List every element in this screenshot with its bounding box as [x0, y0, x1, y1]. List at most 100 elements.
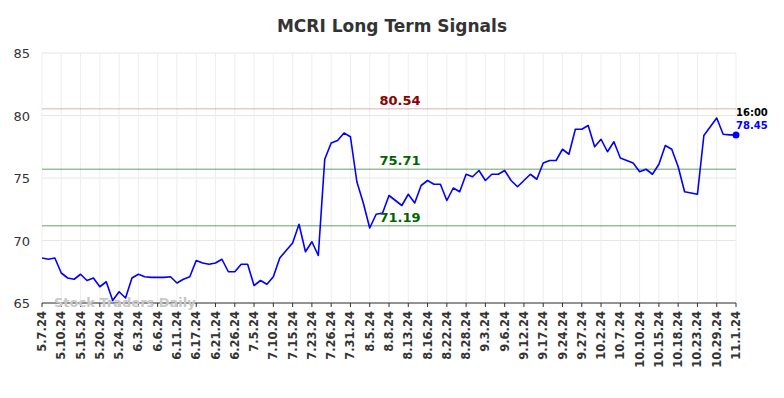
x-tick [234, 303, 235, 307]
grid-line [427, 53, 428, 303]
grid-line [408, 53, 409, 303]
grid-line [157, 53, 158, 303]
grid-line [292, 53, 293, 303]
x-tick-label: 7.5.24 [247, 311, 261, 352]
x-tick-label: 5.15.24 [74, 311, 88, 360]
x-tick [215, 303, 216, 307]
x-tick-label: 5.24.24 [112, 311, 126, 360]
x-tick-label: 10.18.24 [671, 311, 685, 368]
x-tick [427, 303, 428, 307]
x-tick-label: 7.31.24 [343, 311, 357, 360]
signal-label: 75.71 [379, 153, 420, 168]
x-tick-label: 9.12.24 [517, 311, 531, 360]
grid-line [273, 53, 274, 303]
x-tick [485, 303, 486, 307]
x-tick [523, 303, 524, 307]
grid-line [389, 53, 390, 303]
y-tick-label: 75 [13, 171, 30, 186]
x-tick-label: 8.22.24 [440, 311, 454, 360]
x-tick [736, 303, 737, 307]
grid-line [639, 53, 640, 303]
x-tick [581, 303, 582, 307]
x-tick-label: 9.3.24 [478, 311, 492, 352]
y-tick-label: 85 [13, 46, 30, 61]
plot-area [42, 109, 740, 301]
x-tick [504, 303, 505, 307]
grid-line [504, 53, 505, 303]
grid-line [485, 53, 486, 303]
x-tick-label: 7.23.24 [305, 311, 319, 360]
x-tick-label: 5.7.24 [35, 311, 49, 352]
x-tick [543, 303, 544, 307]
grid-line [215, 53, 216, 303]
x-tick [196, 303, 197, 307]
grid-line [138, 53, 139, 303]
x-tick-label: 8.28.24 [459, 311, 473, 360]
x-tick [620, 303, 621, 307]
grid-line [716, 53, 717, 303]
x-tick-label: 5.20.24 [93, 311, 107, 360]
last-value-label: 78.45 [736, 120, 768, 131]
grid-line [736, 53, 737, 303]
x-tick-label: 10.29.24 [710, 311, 724, 368]
price-line [42, 118, 736, 301]
x-tick [466, 303, 467, 307]
title: MCRI Long Term Signals [277, 16, 507, 36]
grid-line [254, 53, 255, 303]
x-tick [658, 303, 659, 307]
grid-line [562, 53, 563, 303]
x-tick-label: 7.26.24 [324, 311, 338, 360]
grid-line [311, 53, 312, 303]
x-tick [639, 303, 640, 307]
grid-line [369, 53, 370, 303]
x-tick [292, 303, 293, 307]
x-tick-label: 9.24.24 [556, 311, 570, 360]
grid-line [99, 53, 100, 303]
x-tick-label: 9.17.24 [536, 311, 550, 360]
x-tick-label: 6.26.24 [228, 311, 242, 360]
x-tick [446, 303, 447, 307]
grid-line [466, 53, 467, 303]
x-tick-label: 10.23.24 [690, 311, 704, 368]
x-tick-label: 10.2.24 [594, 311, 608, 360]
x-tick-label: 10.15.24 [652, 311, 666, 368]
y-tick-label: 65 [13, 296, 30, 311]
chart: MCRI Long Term Signals 65 70 75 80 85 5.7.24 5.… [0, 0, 784, 398]
x-tick-label: 8.13.24 [401, 311, 415, 360]
grid-line [196, 53, 197, 303]
x-tick [350, 303, 351, 307]
grid-line [620, 53, 621, 303]
grid-line [331, 53, 332, 303]
grid-line [658, 53, 659, 303]
grid-line [581, 53, 582, 303]
x-tick-label: 9.6.24 [498, 311, 512, 352]
last-point [733, 131, 740, 138]
x-tick-label: 7.10.24 [266, 311, 280, 360]
x-tick-label: 7.15.24 [286, 311, 300, 360]
x-tick-label: 8.8.24 [382, 311, 396, 352]
grid-line [119, 53, 120, 303]
grid-line [42, 53, 43, 303]
x-tick [408, 303, 409, 307]
x-tick [678, 303, 679, 307]
x-tick-label: 11.1.24 [729, 311, 743, 360]
y-tick-label: 80 [13, 109, 30, 124]
x-tick-label: 6.17.24 [189, 311, 203, 360]
x-tick-label: 6.21.24 [209, 311, 223, 360]
x-tick [311, 303, 312, 307]
grid-line [80, 53, 81, 303]
x-tick [389, 303, 390, 307]
x-tick [331, 303, 332, 307]
x-tick [273, 303, 274, 307]
y-tick-label: 70 [13, 234, 30, 249]
grid-line [543, 53, 544, 303]
signal-line [42, 108, 736, 110]
x-tick [369, 303, 370, 307]
grid-line [678, 53, 679, 303]
time-label: 16:00 [736, 107, 768, 118]
signal-label: 71.19 [379, 210, 420, 225]
x-tick [254, 303, 255, 307]
x-tick-label: 10.10.24 [633, 311, 647, 368]
background [0, 0, 784, 398]
x-tick [697, 303, 698, 307]
